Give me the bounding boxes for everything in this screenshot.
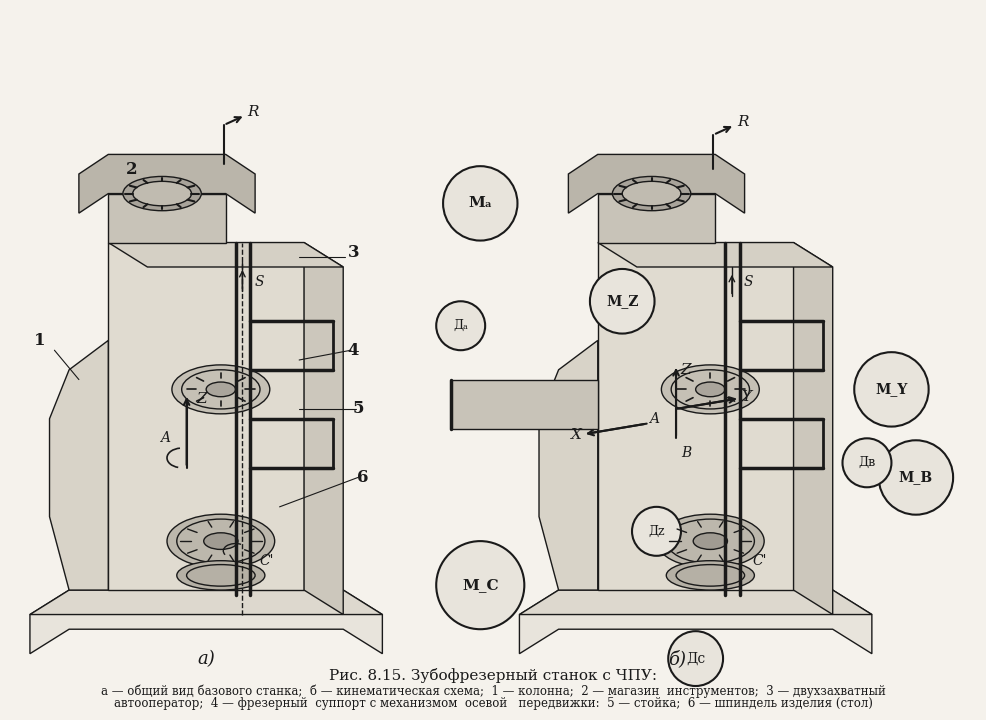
Polygon shape xyxy=(598,243,794,590)
Polygon shape xyxy=(108,194,226,243)
Polygon shape xyxy=(520,590,872,654)
Polygon shape xyxy=(539,341,598,590)
Polygon shape xyxy=(304,243,343,615)
Text: 6: 6 xyxy=(357,469,369,486)
Circle shape xyxy=(590,269,655,333)
Text: B: B xyxy=(680,446,691,460)
Polygon shape xyxy=(79,154,255,213)
Text: Дв: Дв xyxy=(859,456,876,469)
Polygon shape xyxy=(598,194,715,243)
Circle shape xyxy=(436,301,485,350)
Text: 5: 5 xyxy=(352,400,364,418)
Ellipse shape xyxy=(622,181,681,206)
Text: M_C: M_C xyxy=(462,578,499,592)
Circle shape xyxy=(632,507,681,556)
Polygon shape xyxy=(108,243,343,267)
Polygon shape xyxy=(451,379,598,428)
Text: R: R xyxy=(247,105,259,120)
Ellipse shape xyxy=(693,533,728,549)
Polygon shape xyxy=(598,243,833,267)
Text: Z: Z xyxy=(680,363,691,377)
Polygon shape xyxy=(30,590,383,615)
Text: 2: 2 xyxy=(126,161,137,178)
Text: M_B: M_B xyxy=(899,470,933,485)
Ellipse shape xyxy=(172,365,270,414)
Text: R: R xyxy=(737,115,748,129)
Text: автооператор;  4 — фрезерный  суппорт с механизмом  осевой   передвижки:  5 — ст: автооператор; 4 — фрезерный суппорт с ме… xyxy=(113,697,873,710)
Text: Mₐ: Mₐ xyxy=(468,197,492,210)
Text: A: A xyxy=(650,412,660,426)
Ellipse shape xyxy=(206,382,236,397)
Text: Рис. 8.15. Зубофрезерный станок с ЧПУ:: Рис. 8.15. Зубофрезерный станок с ЧПУ: xyxy=(329,667,657,683)
Circle shape xyxy=(842,438,891,487)
Text: 4: 4 xyxy=(347,342,359,359)
Text: X: X xyxy=(571,428,582,442)
Polygon shape xyxy=(794,243,833,615)
Circle shape xyxy=(879,440,953,515)
Ellipse shape xyxy=(167,514,275,568)
Text: A: A xyxy=(160,431,170,445)
Polygon shape xyxy=(520,590,872,615)
Ellipse shape xyxy=(696,382,725,397)
Polygon shape xyxy=(30,590,383,654)
Ellipse shape xyxy=(123,176,201,211)
Circle shape xyxy=(436,541,525,629)
Text: C': C' xyxy=(259,554,274,567)
Text: а — общий вид базового станка;  б — кинематическая схема;  1 — колонна;  2 — маг: а — общий вид базового станка; б — кинем… xyxy=(101,684,885,698)
Text: Дz: Дz xyxy=(648,525,665,538)
Polygon shape xyxy=(568,154,744,213)
Text: S: S xyxy=(743,275,753,289)
Ellipse shape xyxy=(667,561,754,590)
Text: б): б) xyxy=(668,649,686,667)
Text: Y: Y xyxy=(741,390,751,404)
Ellipse shape xyxy=(133,181,191,206)
Text: 3: 3 xyxy=(348,244,360,261)
Circle shape xyxy=(669,631,723,686)
Circle shape xyxy=(443,166,518,240)
Circle shape xyxy=(854,352,929,426)
Text: M_Y: M_Y xyxy=(876,382,908,397)
Ellipse shape xyxy=(662,365,759,414)
Text: 1: 1 xyxy=(34,332,45,349)
Text: C': C' xyxy=(752,554,766,567)
Text: Дₐ: Дₐ xyxy=(454,319,468,332)
Ellipse shape xyxy=(657,514,764,568)
Ellipse shape xyxy=(204,533,238,549)
Text: Дс: Дс xyxy=(686,652,705,665)
Text: Z: Z xyxy=(196,392,207,406)
Ellipse shape xyxy=(612,176,691,211)
Ellipse shape xyxy=(176,561,265,590)
Text: а): а) xyxy=(197,649,215,667)
Text: M_Z: M_Z xyxy=(606,294,639,308)
Polygon shape xyxy=(49,341,108,590)
Polygon shape xyxy=(108,243,304,590)
Text: S: S xyxy=(254,275,264,289)
